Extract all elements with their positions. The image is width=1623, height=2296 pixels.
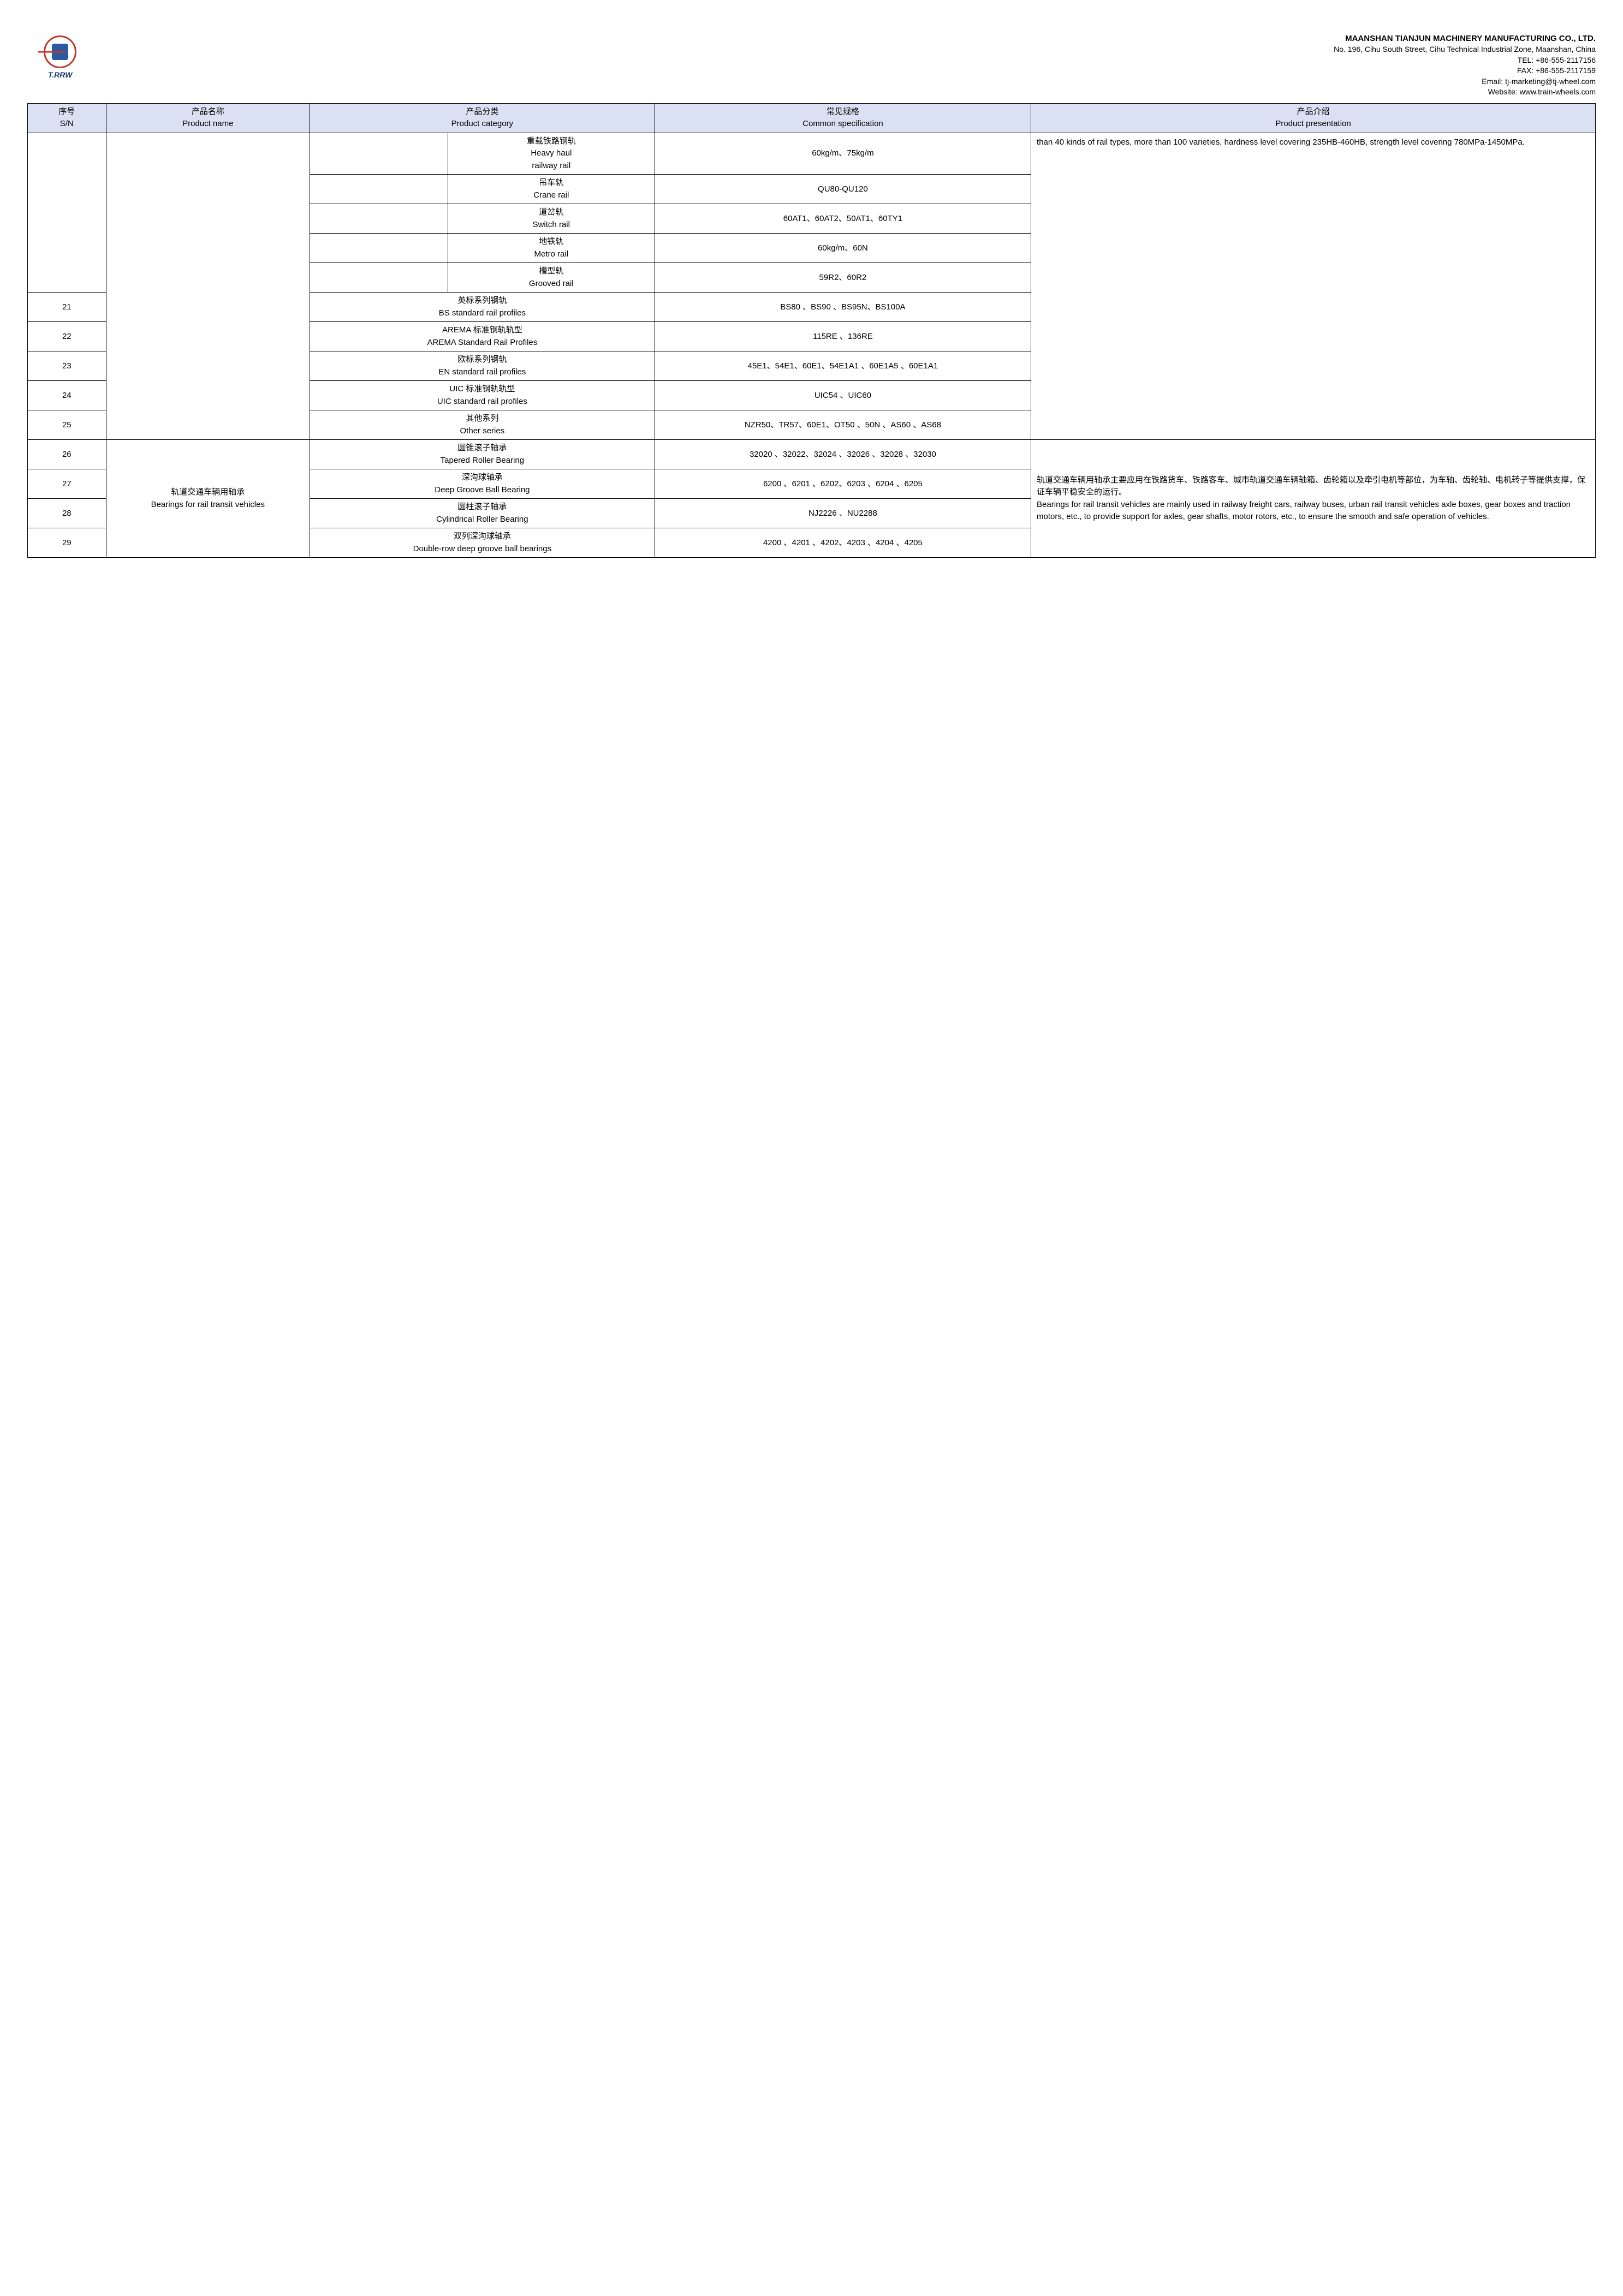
sn-cell: 27 <box>28 469 106 499</box>
presentation-cell: 轨道交通车辆用轴承主要应用在铁路货车、铁路客车、城市轨道交通车辆轴箱、齿轮箱以及… <box>1031 440 1596 558</box>
product-table: 序号S/N 产品名称Product name 产品分类Product categ… <box>27 103 1596 558</box>
cat-cell: UIC 标准钢轨轨型UIC standard rail profiles <box>310 381 655 410</box>
spec-cell: NJ2226 、NU2288 <box>655 499 1031 528</box>
sn-cell: 28 <box>28 499 106 528</box>
company-website: Website: www.train-wheels.com <box>104 87 1596 98</box>
sn-cell: 29 <box>28 528 106 558</box>
spec-cell: 4200 、4201 、4202、4203 、4204 、4205 <box>655 528 1031 558</box>
company-tel: TEL: +86-555-2117156 <box>104 55 1596 66</box>
company-info: MAANSHAN TIANJUN MACHINERY MANUFACTURING… <box>104 33 1596 98</box>
table-row: 26 轨道交通车辆用轴承Bearings for rail transit ve… <box>28 440 1596 469</box>
header-cat: 产品分类Product category <box>310 103 655 133</box>
presentation-cell: than 40 kinds of rail types, more than 1… <box>1031 133 1596 440</box>
sn-cell: 25 <box>28 410 106 440</box>
sn-cell: 26 <box>28 440 106 469</box>
document-header: T.RRW MAANSHAN TIANJUN MACHINERY MANUFAC… <box>27 33 1596 98</box>
table-row: 重载铁路钢轨Heavy haulrailway rail 60kg/m、75kg… <box>28 133 1596 175</box>
sn-cell: 23 <box>28 351 106 381</box>
cat-cell: 双列深沟球轴承Double-row deep groove ball beari… <box>310 528 655 558</box>
company-fax: FAX: +86-555-2117159 <box>104 65 1596 76</box>
spec-cell: 45E1、54E1、60E1、54E1A1 、60E1A5 、60E1A1 <box>655 351 1031 381</box>
spec-cell: 60kg/m、75kg/m <box>655 133 1031 175</box>
cat-cell: 欧标系列钢轨EN standard rail profiles <box>310 351 655 381</box>
cat-cell: 圆锥滚子轴承Tapered Roller Bearing <box>310 440 655 469</box>
company-name: MAANSHAN TIANJUN MACHINERY MANUFACTURING… <box>104 33 1596 44</box>
spec-cell: BS80 、BS90 、BS95N、BS100A <box>655 293 1031 322</box>
cat-cell: AREMA 标准钢轨轨型AREMA Standard Rail Profiles <box>310 322 655 351</box>
spec-cell: 60kg/m、60N <box>655 234 1031 263</box>
name-cell: 轨道交通车辆用轴承Bearings for rail transit vehic… <box>106 440 310 558</box>
spec-cell: 115RE 、136RE <box>655 322 1031 351</box>
cat-cell: 地铁轨Metro rail <box>310 234 655 263</box>
name-cell <box>106 133 310 440</box>
cat-cell: 其他系列Other series <box>310 410 655 440</box>
header-sn: 序号S/N <box>28 103 106 133</box>
sn-cell <box>28 133 106 293</box>
header-pres: 产品介绍Product presentation <box>1031 103 1596 133</box>
company-email: Email: tj-marketing@tj-wheel.com <box>104 76 1596 87</box>
cat-cell: 重载铁路钢轨Heavy haulrailway rail <box>310 133 655 175</box>
cat-cell: 圆柱滚子轴承Cylindrical Roller Bearing <box>310 499 655 528</box>
cat-cell: 槽型轨Grooved rail <box>310 263 655 293</box>
cat-cell: 道岔轨Switch rail <box>310 204 655 234</box>
cat-cell: 英标系列钢轨BS standard rail profiles <box>310 293 655 322</box>
spec-cell: 32020 、32022、32024 、32026 、32028 、32030 <box>655 440 1031 469</box>
spec-cell: UIC54 、UIC60 <box>655 381 1031 410</box>
cat-cell: 深沟球轴承Deep Groove Ball Bearing <box>310 469 655 499</box>
cat-cell: 吊车轨Crane rail <box>310 175 655 204</box>
sn-cell: 21 <box>28 293 106 322</box>
sn-cell: 24 <box>28 381 106 410</box>
company-logo: T.RRW <box>27 33 93 82</box>
table-header-row: 序号S/N 产品名称Product name 产品分类Product categ… <box>28 103 1596 133</box>
header-spec: 常见规格Common specification <box>655 103 1031 133</box>
sn-cell: 22 <box>28 322 106 351</box>
spec-cell: 6200 、6201 、6202、6203 、6204 、6205 <box>655 469 1031 499</box>
spec-cell: NZR50、TR57、60E1、OT50 、50N 、AS60 、AS68 <box>655 410 1031 440</box>
spec-cell: QU80-QU120 <box>655 175 1031 204</box>
spec-cell: 60AT1、60AT2、50AT1、60TY1 <box>655 204 1031 234</box>
company-address: No. 196, Cihu South Street, Cihu Technic… <box>104 44 1596 55</box>
spec-cell: 59R2、60R2 <box>655 263 1031 293</box>
logo-text: T.RRW <box>48 70 73 79</box>
header-name: 产品名称Product name <box>106 103 310 133</box>
